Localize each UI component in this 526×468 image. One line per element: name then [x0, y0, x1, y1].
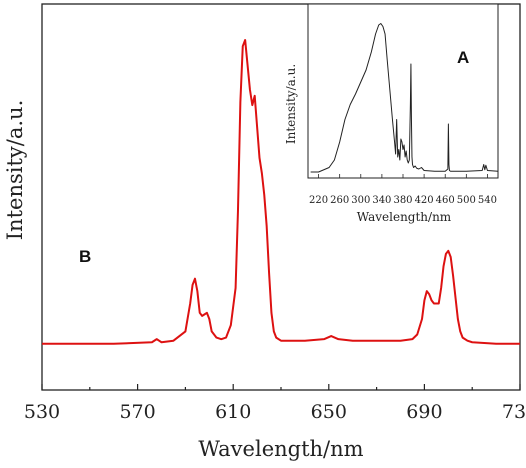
panel-label-a: A: [457, 48, 469, 67]
inset-x-tick-label: 300: [351, 195, 370, 206]
main-x-tick-label: 570: [119, 401, 155, 423]
inset-x-tick-label: 420: [415, 195, 434, 206]
inset-x-tick-label: 500: [457, 195, 476, 206]
panel-label-b: B: [79, 247, 91, 266]
inset-x-ticks: [318, 174, 488, 178]
inset-series-line: [310, 23, 499, 173]
main-y-axis-label: Intensity/a.u.: [3, 100, 27, 240]
main-chart: 530 570 610 650 690 730 Wavelength/nm Intensi…: [3, 3, 526, 461]
main-x-tick-labels: 530 570 610 650 690 730: [24, 401, 526, 423]
main-x-axis-label: Wavelength/nm: [198, 437, 363, 461]
inset-x-tick-label: 260: [330, 195, 349, 206]
main-x-tick-label: 610: [215, 401, 251, 423]
inset-x-tick-label: 340: [372, 195, 391, 206]
inset-x-axis-label: Wavelength/nm: [357, 210, 452, 224]
inset-y-axis-label: Intensity/a.u.: [284, 64, 298, 144]
inset-x-tick-labels: 220 260 300 340 380 420 460 500 540: [309, 195, 497, 206]
inset-x-tick-label: 220: [309, 195, 328, 206]
inset-x-tick-label: 460: [436, 195, 455, 206]
main-x-tick-label: 530: [24, 401, 60, 423]
main-x-tick-label: 690: [406, 401, 442, 423]
main-x-ticks: [41, 384, 521, 390]
main-x-tick-label: 650: [311, 401, 347, 423]
main-x-tick-label: 730: [502, 401, 526, 423]
inset-chart: 220 260 300 340 380 420 460 500 540 Wavelength/n…: [284, 3, 499, 224]
inset-x-tick-label: 540: [478, 195, 497, 206]
main-series-line: [42, 39, 520, 345]
inset-x-tick-label: 380: [393, 195, 412, 206]
